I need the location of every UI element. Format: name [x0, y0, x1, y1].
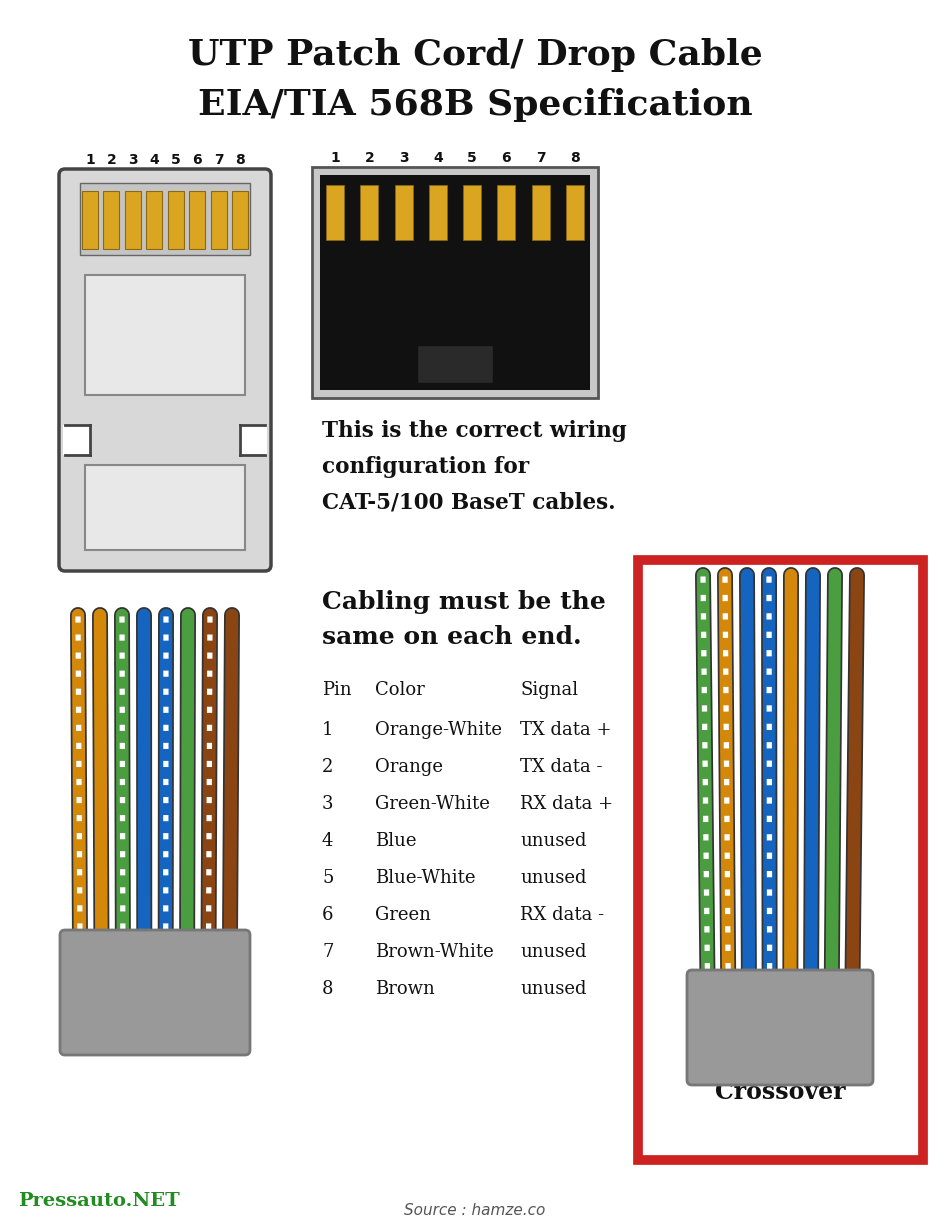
Text: 1: 1: [322, 721, 333, 739]
Bar: [320, 175, 590, 390]
Text: Signal: Signal: [520, 681, 579, 699]
Bar: [239, 426, 267, 455]
Text: 5: 5: [171, 153, 180, 167]
Text: Cabling must be the
same on each end.: Cabling must be the same on each end.: [322, 590, 606, 649]
Text: 2: 2: [106, 153, 116, 167]
Bar: [82, 191, 98, 248]
Bar: [85, 276, 245, 395]
Text: RX data -: RX data -: [520, 907, 604, 924]
Text: Pressauto.NET: Pressauto.NET: [18, 1192, 180, 1210]
Text: UTP Patch Cord/ Drop Cable: UTP Patch Cord/ Drop Cable: [188, 38, 762, 73]
Text: 3: 3: [322, 795, 333, 813]
Text: Blue-White: Blue-White: [375, 870, 476, 887]
Bar: [232, 191, 248, 248]
Text: Blue: Blue: [375, 831, 416, 850]
Bar: [464, 184, 481, 240]
Bar: [532, 184, 550, 240]
Text: 5: 5: [322, 870, 333, 887]
Text: Source : hamze.co: Source : hamze.co: [405, 1203, 545, 1218]
Bar: [417, 344, 493, 383]
Text: Brown-White: Brown-White: [375, 943, 494, 961]
Text: TX data +: TX data +: [520, 721, 612, 739]
Bar: [360, 184, 378, 240]
Text: 2: 2: [322, 758, 333, 776]
Text: Color: Color: [375, 681, 425, 699]
Bar: [104, 191, 120, 248]
Text: 7: 7: [322, 943, 333, 961]
Bar: [312, 167, 598, 399]
Bar: [146, 191, 162, 248]
Text: 4: 4: [322, 831, 333, 850]
Bar: [63, 426, 91, 455]
Text: 7: 7: [536, 151, 545, 165]
Text: unused: unused: [520, 870, 586, 887]
Text: 3: 3: [399, 151, 408, 165]
Bar: [189, 191, 205, 248]
FancyBboxPatch shape: [60, 930, 250, 1055]
Bar: [211, 191, 226, 248]
Text: 8: 8: [322, 980, 333, 998]
Text: 3: 3: [128, 153, 138, 167]
Bar: [80, 183, 250, 255]
FancyBboxPatch shape: [687, 970, 873, 1085]
Text: EIA/TIA 568B Specification: EIA/TIA 568B Specification: [198, 89, 752, 122]
Text: Pin: Pin: [322, 681, 352, 699]
Bar: [566, 184, 584, 240]
Text: Crossover: Crossover: [714, 1080, 846, 1105]
Bar: [326, 184, 344, 240]
FancyBboxPatch shape: [59, 169, 271, 571]
Bar: [124, 191, 141, 248]
Text: 4: 4: [149, 153, 160, 167]
Bar: [638, 560, 923, 1160]
Bar: [85, 465, 245, 550]
Text: 6: 6: [322, 907, 333, 924]
Text: 4: 4: [433, 151, 443, 165]
Text: unused: unused: [520, 980, 586, 998]
Bar: [394, 184, 412, 240]
Text: 1: 1: [86, 153, 95, 167]
Text: unused: unused: [520, 943, 586, 961]
Text: 2: 2: [365, 151, 374, 165]
Text: 5: 5: [467, 151, 477, 165]
Text: RX data +: RX data +: [520, 795, 613, 813]
Text: Green: Green: [375, 907, 431, 924]
Text: 6: 6: [502, 151, 511, 165]
Text: 6: 6: [192, 153, 202, 167]
Text: Green-White: Green-White: [375, 795, 490, 813]
Text: unused: unused: [520, 831, 586, 850]
Text: TX data -: TX data -: [520, 758, 602, 776]
Text: 8: 8: [236, 153, 245, 167]
Text: This is the correct wiring
configuration for
CAT-5/100 BaseT cables.: This is the correct wiring configuration…: [322, 419, 627, 513]
Bar: [168, 191, 183, 248]
Text: 8: 8: [570, 151, 580, 165]
Bar: [498, 184, 516, 240]
Text: Orange: Orange: [375, 758, 443, 776]
Text: Brown: Brown: [375, 980, 435, 998]
Text: Orange-White: Orange-White: [375, 721, 502, 739]
Text: 1: 1: [331, 151, 340, 165]
Bar: [428, 184, 446, 240]
Text: 7: 7: [214, 153, 223, 167]
Text: UTP: UTP: [752, 1033, 808, 1057]
